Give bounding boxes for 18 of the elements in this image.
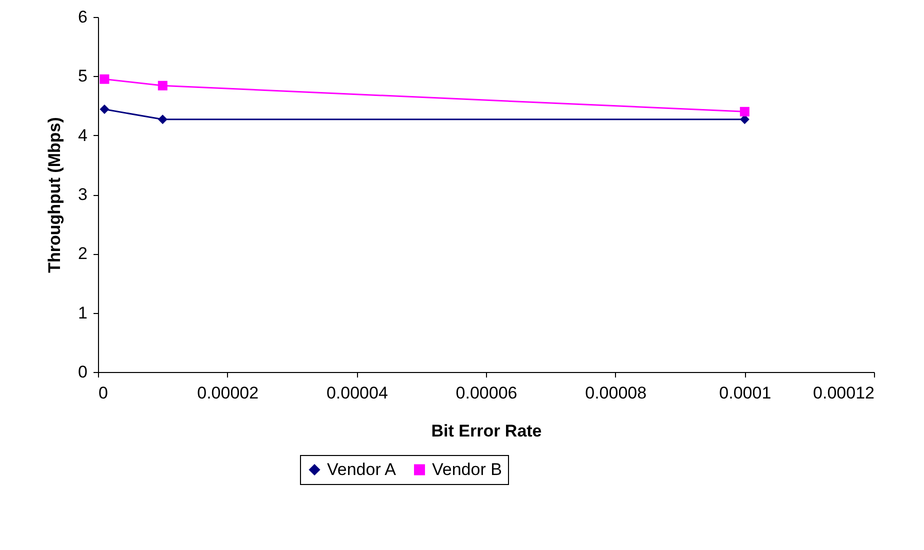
x-tick-label: 0.00004 (326, 384, 388, 402)
y-tick-label: 3 (78, 185, 88, 204)
y-tick-label: 1 (78, 303, 88, 322)
y-tick-label: 2 (78, 244, 88, 264)
x-tick-label: 0.00008 (585, 384, 647, 402)
x-tick-label: 0.00012 (813, 384, 874, 402)
y-axis-title: Throughput (Mbps) (45, 117, 64, 273)
x-tick-label: 0.0001 (719, 384, 772, 402)
legend-label: Vendor A (327, 460, 397, 479)
x-tick-label: 0 (98, 384, 108, 402)
y-tick-label: 4 (78, 126, 88, 145)
x-axis-title: Bit Error Rate (431, 422, 542, 440)
y-tick-label: 6 (78, 8, 88, 26)
y-tick-label: 5 (78, 66, 88, 86)
legend-label: Vendor B (432, 460, 502, 479)
x-tick-label: 0.00006 (456, 384, 518, 402)
y-tick-label: 0 (78, 362, 88, 382)
x-tick-label: 0.00002 (197, 384, 259, 402)
